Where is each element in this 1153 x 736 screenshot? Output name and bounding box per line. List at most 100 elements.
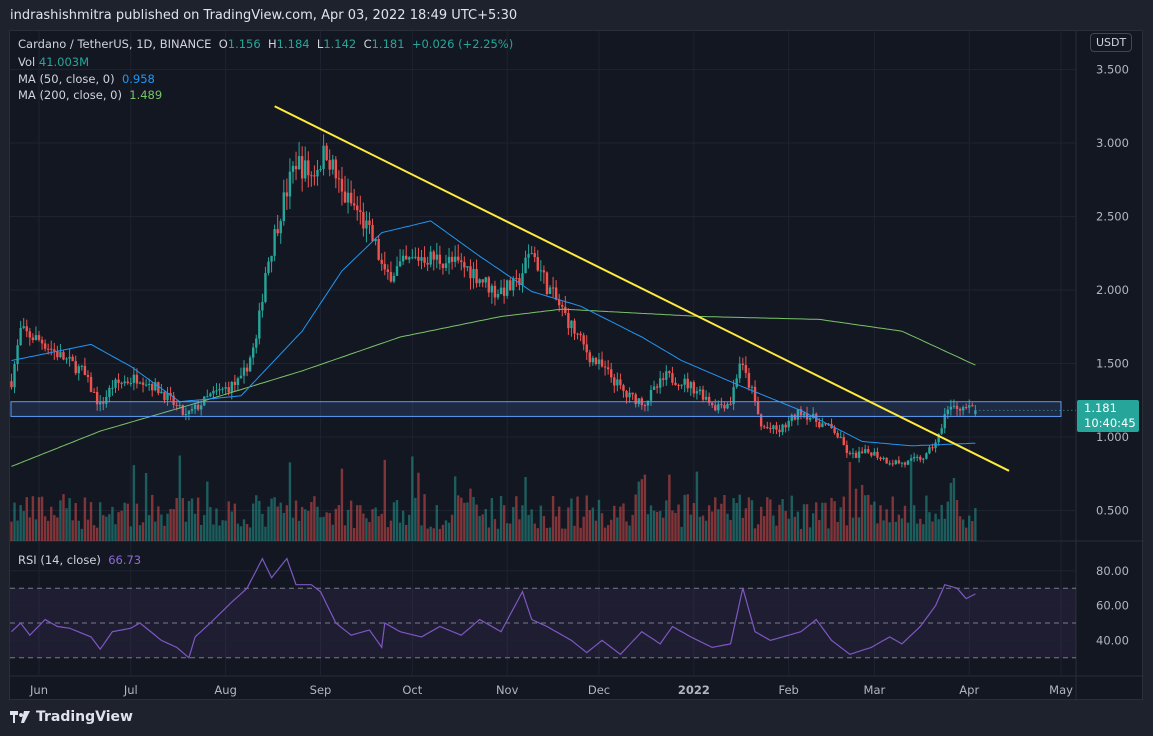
candle-body xyxy=(726,403,729,409)
candle-body xyxy=(169,392,172,396)
candle-body xyxy=(909,458,913,461)
chart-canvas[interactable]: 3.500 3.000 2.500 2.000 1.500 1.000 0.500 Jun Ju… xyxy=(10,31,1144,701)
volume-bar xyxy=(964,527,968,541)
candle-body xyxy=(655,386,659,388)
candle-body xyxy=(964,407,968,409)
candle-body xyxy=(371,224,374,242)
candle-body xyxy=(548,287,552,295)
candle-body xyxy=(460,260,463,263)
candle-body xyxy=(74,361,77,374)
volume-bar xyxy=(230,511,233,541)
candle-body xyxy=(585,344,588,353)
volume-bar xyxy=(769,499,772,541)
currency-button[interactable]: USDT xyxy=(1090,33,1133,52)
candle-body xyxy=(958,408,962,411)
volume-bar xyxy=(417,472,420,541)
candle-body xyxy=(13,364,16,388)
candle-body xyxy=(117,379,120,383)
volume-bar xyxy=(720,503,723,541)
volume-bar xyxy=(968,515,971,541)
tradingview-logo[interactable]: TradingView xyxy=(10,709,133,725)
volume-bar xyxy=(160,514,163,541)
candle-body xyxy=(487,277,491,293)
volume-bar xyxy=(542,515,546,541)
candle-body xyxy=(974,410,977,415)
volume-bar xyxy=(949,482,953,541)
volume-bar xyxy=(971,521,974,541)
candle-body xyxy=(53,349,56,352)
candle-body xyxy=(692,382,696,394)
volume-bar xyxy=(343,525,347,541)
candle-body xyxy=(239,375,243,379)
ma200-legend[interactable]: MA (200, close, 0) 1.489 xyxy=(18,88,162,102)
candle-body xyxy=(848,452,852,454)
volume-bar xyxy=(435,505,438,541)
volume-bar xyxy=(594,520,598,541)
volume-bar xyxy=(316,506,319,541)
candle-body xyxy=(401,255,405,262)
volume-bar xyxy=(34,519,38,541)
candle-body xyxy=(971,405,974,407)
volume-bar xyxy=(845,525,849,541)
candle-body xyxy=(380,259,383,264)
volume-bar xyxy=(383,459,386,541)
candle-body xyxy=(738,363,741,379)
volume-bar xyxy=(631,514,634,541)
volume-bar xyxy=(300,507,304,541)
ma200-label: MA (200, close, 0) xyxy=(18,88,122,102)
volume-bar xyxy=(533,523,536,541)
candle-body xyxy=(190,409,194,411)
candle-body xyxy=(481,279,484,283)
volume-bar xyxy=(206,481,209,541)
chart-frame[interactable]: 3.500 3.000 2.500 2.000 1.500 1.000 0.500 Jun Ju… xyxy=(9,30,1144,701)
volume-bar xyxy=(674,512,677,541)
candle-body xyxy=(720,404,723,406)
volume-bar xyxy=(65,508,68,541)
volume-bar xyxy=(16,520,19,541)
symbol-legend: Cardano / TetherUS, 1D, BINANCE O1.156 H… xyxy=(18,37,513,51)
candle-body xyxy=(248,357,252,372)
candle-body xyxy=(215,390,218,392)
candle-body xyxy=(435,254,438,260)
volume-bar xyxy=(695,471,699,541)
candle-body xyxy=(735,378,738,388)
candle-body xyxy=(316,169,319,177)
candle-body xyxy=(573,320,576,334)
price-tick-label: 2.500 xyxy=(1096,210,1129,224)
volume-bar xyxy=(567,507,570,541)
volume-bar xyxy=(89,502,93,541)
candle-body xyxy=(77,366,80,374)
volume-bar xyxy=(811,513,815,541)
candle-body xyxy=(135,374,139,384)
ma50-legend[interactable]: MA (50, close, 0) 0.958 xyxy=(18,72,155,86)
volume-bar xyxy=(227,501,230,541)
candle-body xyxy=(756,401,760,415)
candle-body xyxy=(417,256,420,261)
symbol-name[interactable]: Cardano / TetherUS, 1D, BINANCE xyxy=(18,37,212,51)
volume-bar xyxy=(129,526,132,541)
volume-bar xyxy=(408,514,411,541)
candle-body xyxy=(582,335,585,345)
volume-bar xyxy=(123,502,126,541)
candle-body xyxy=(457,256,460,261)
volume-bar xyxy=(203,515,206,541)
rsi-legend[interactable]: RSI (14, close) 66.73 xyxy=(18,553,141,567)
volume-bar xyxy=(815,502,818,541)
time-tick-label: May xyxy=(1049,683,1073,697)
candle-body xyxy=(509,280,512,291)
volume-bar xyxy=(349,500,353,541)
candle-body xyxy=(597,359,601,364)
volume-legend[interactable]: Vol 41.003M xyxy=(18,55,89,69)
volume-bar xyxy=(74,503,77,541)
volume-bar xyxy=(352,528,356,541)
volume-bar xyxy=(310,501,313,541)
volume-bar xyxy=(132,465,136,541)
volume-bar xyxy=(934,513,937,541)
volume-bar xyxy=(864,495,867,541)
candle-body xyxy=(264,273,267,302)
candle-body xyxy=(16,345,19,365)
volume-bar xyxy=(141,522,145,541)
candle-body xyxy=(854,452,858,458)
volume-bar xyxy=(955,499,959,541)
volume-bar xyxy=(668,474,671,541)
